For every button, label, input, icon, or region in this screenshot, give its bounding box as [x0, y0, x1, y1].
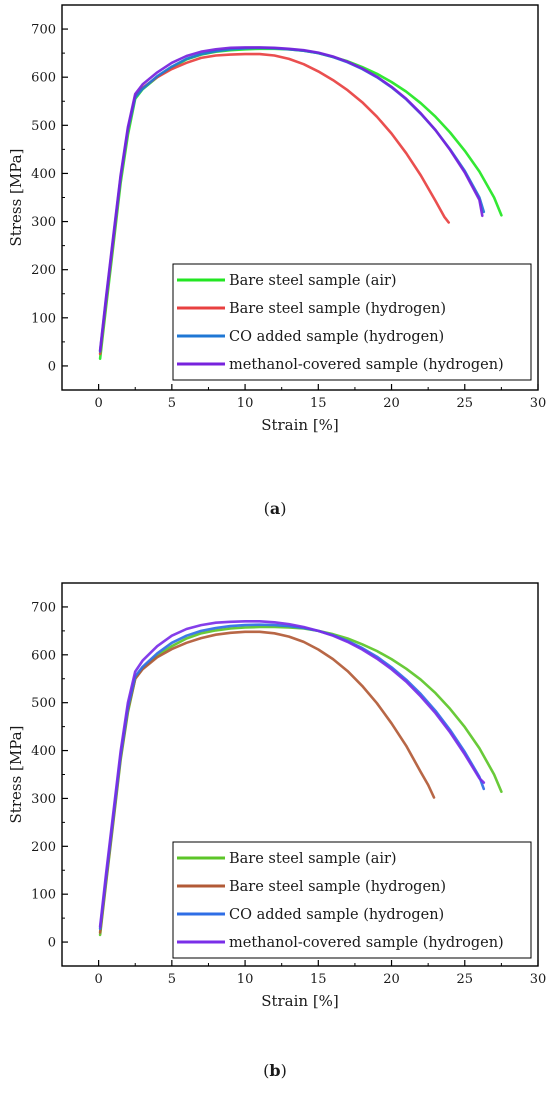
x-tick-label: 25: [456, 396, 473, 411]
legend-label: Bare steel sample (hydrogen): [229, 879, 446, 895]
y-tick-label: 0: [48, 936, 56, 951]
y-tick-label: 600: [31, 648, 56, 663]
y-tick-label: 300: [31, 215, 56, 230]
legend-box: [172, 263, 532, 381]
x-tick-label: 20: [383, 972, 400, 987]
x-tick-label: 0: [94, 396, 102, 411]
x-tick-label: 0: [94, 972, 102, 987]
y-tick-label: 400: [31, 167, 56, 182]
y-tick-label: 100: [31, 311, 56, 326]
y-tick-label: 500: [31, 119, 56, 134]
y-tick-label: 300: [31, 792, 56, 807]
y-axis-label: Stress [MPa]: [7, 149, 25, 247]
legend-label: Bare steel sample (hydrogen): [229, 301, 446, 317]
y-axis-label: Stress [MPa]: [7, 726, 25, 824]
x-tick-label: 15: [310, 396, 327, 411]
legend-label: methanol-covered sample (hydrogen): [229, 935, 504, 951]
y-tick-label: 200: [31, 840, 56, 855]
x-tick-label: 20: [383, 396, 400, 411]
y-tick-label: 100: [31, 888, 56, 903]
legend-label: CO added sample (hydrogen): [229, 329, 444, 345]
y-tick-label: 0: [48, 359, 56, 374]
chart-a: 0 5 10 15 20 25 300100200300400500600700Strain…: [7, 4, 547, 518]
series-line-4: [98, 46, 484, 352]
y-tick-label: 700: [31, 23, 56, 38]
legend-label: methanol-covered sample (hydrogen): [229, 357, 504, 373]
figure-caption: (b): [263, 1061, 287, 1080]
x-tick-label: 15: [310, 972, 327, 987]
legend-label: Bare steel sample (air): [229, 273, 397, 289]
y-tick-label: 200: [31, 263, 56, 278]
legend-box: [172, 841, 532, 959]
x-axis-label: Strain [%]: [261, 416, 339, 434]
chart-b: 0 5 10 15 20 25 300100200300400500600700Strain…: [7, 582, 547, 1080]
figure-caption: (a): [264, 499, 287, 518]
x-tick-label: 30: [530, 396, 547, 411]
x-tick-label: 10: [237, 396, 254, 411]
x-axis-label: Strain [%]: [261, 992, 339, 1010]
series-line-4: [98, 620, 486, 928]
x-tick-label: 25: [456, 972, 473, 987]
x-tick-label: 5: [168, 972, 176, 987]
x-tick-label: 5: [168, 396, 176, 411]
y-tick-label: 500: [31, 696, 56, 711]
y-tick-label: 700: [31, 600, 56, 615]
x-tick-label: 30: [530, 972, 547, 987]
x-tick-label: 10: [237, 972, 254, 987]
y-tick-label: 400: [31, 744, 56, 759]
legend-label: CO added sample (hydrogen): [229, 907, 444, 923]
legend-label: Bare steel sample (air): [229, 851, 397, 867]
y-tick-label: 600: [31, 71, 56, 86]
